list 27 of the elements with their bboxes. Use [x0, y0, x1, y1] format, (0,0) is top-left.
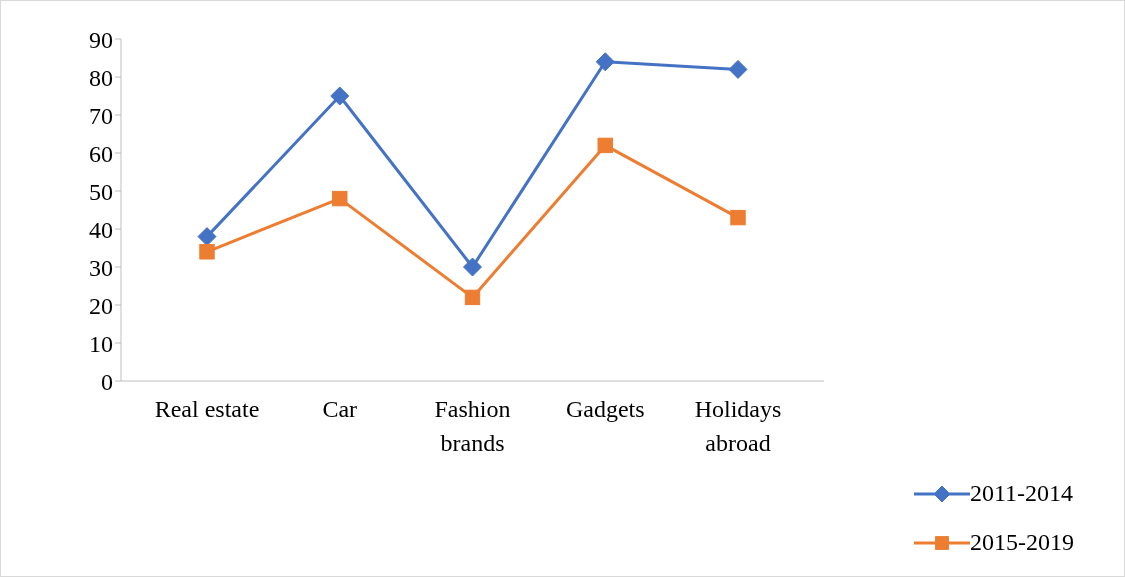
- y-tick-label: 70: [89, 102, 113, 129]
- y-tick-label: 90: [89, 26, 113, 53]
- y-tick-label: 0: [101, 368, 113, 395]
- x-tick-label: Real estate: [154, 396, 260, 422]
- point: [197, 227, 217, 247]
- point: [330, 86, 350, 106]
- y-tick-label: 30: [89, 254, 113, 281]
- legend-label: 2015-2019: [970, 529, 1074, 556]
- point: [595, 52, 615, 72]
- x-tick-label: Fashion brands: [434, 396, 511, 456]
- x-tick-label: Car: [322, 396, 358, 422]
- y-tick-label: 10: [89, 330, 113, 357]
- x-tick-label: Gadgets: [565, 396, 645, 422]
- point: [728, 59, 748, 79]
- point: [199, 244, 215, 260]
- point: [464, 289, 481, 306]
- legend-label: 2011-2014: [970, 480, 1074, 507]
- y-tick-label: 40: [89, 216, 113, 243]
- point: [463, 257, 482, 277]
- point: [597, 137, 613, 154]
- y-tick-label: 80: [89, 64, 113, 91]
- y-tick-label: 50: [89, 178, 113, 205]
- point: [730, 209, 746, 226]
- point: [332, 190, 348, 207]
- y-tick-label: 20: [89, 292, 113, 319]
- y-tick-label: 60: [89, 140, 113, 167]
- x-tick-label: Holidays abroad: [694, 396, 782, 456]
